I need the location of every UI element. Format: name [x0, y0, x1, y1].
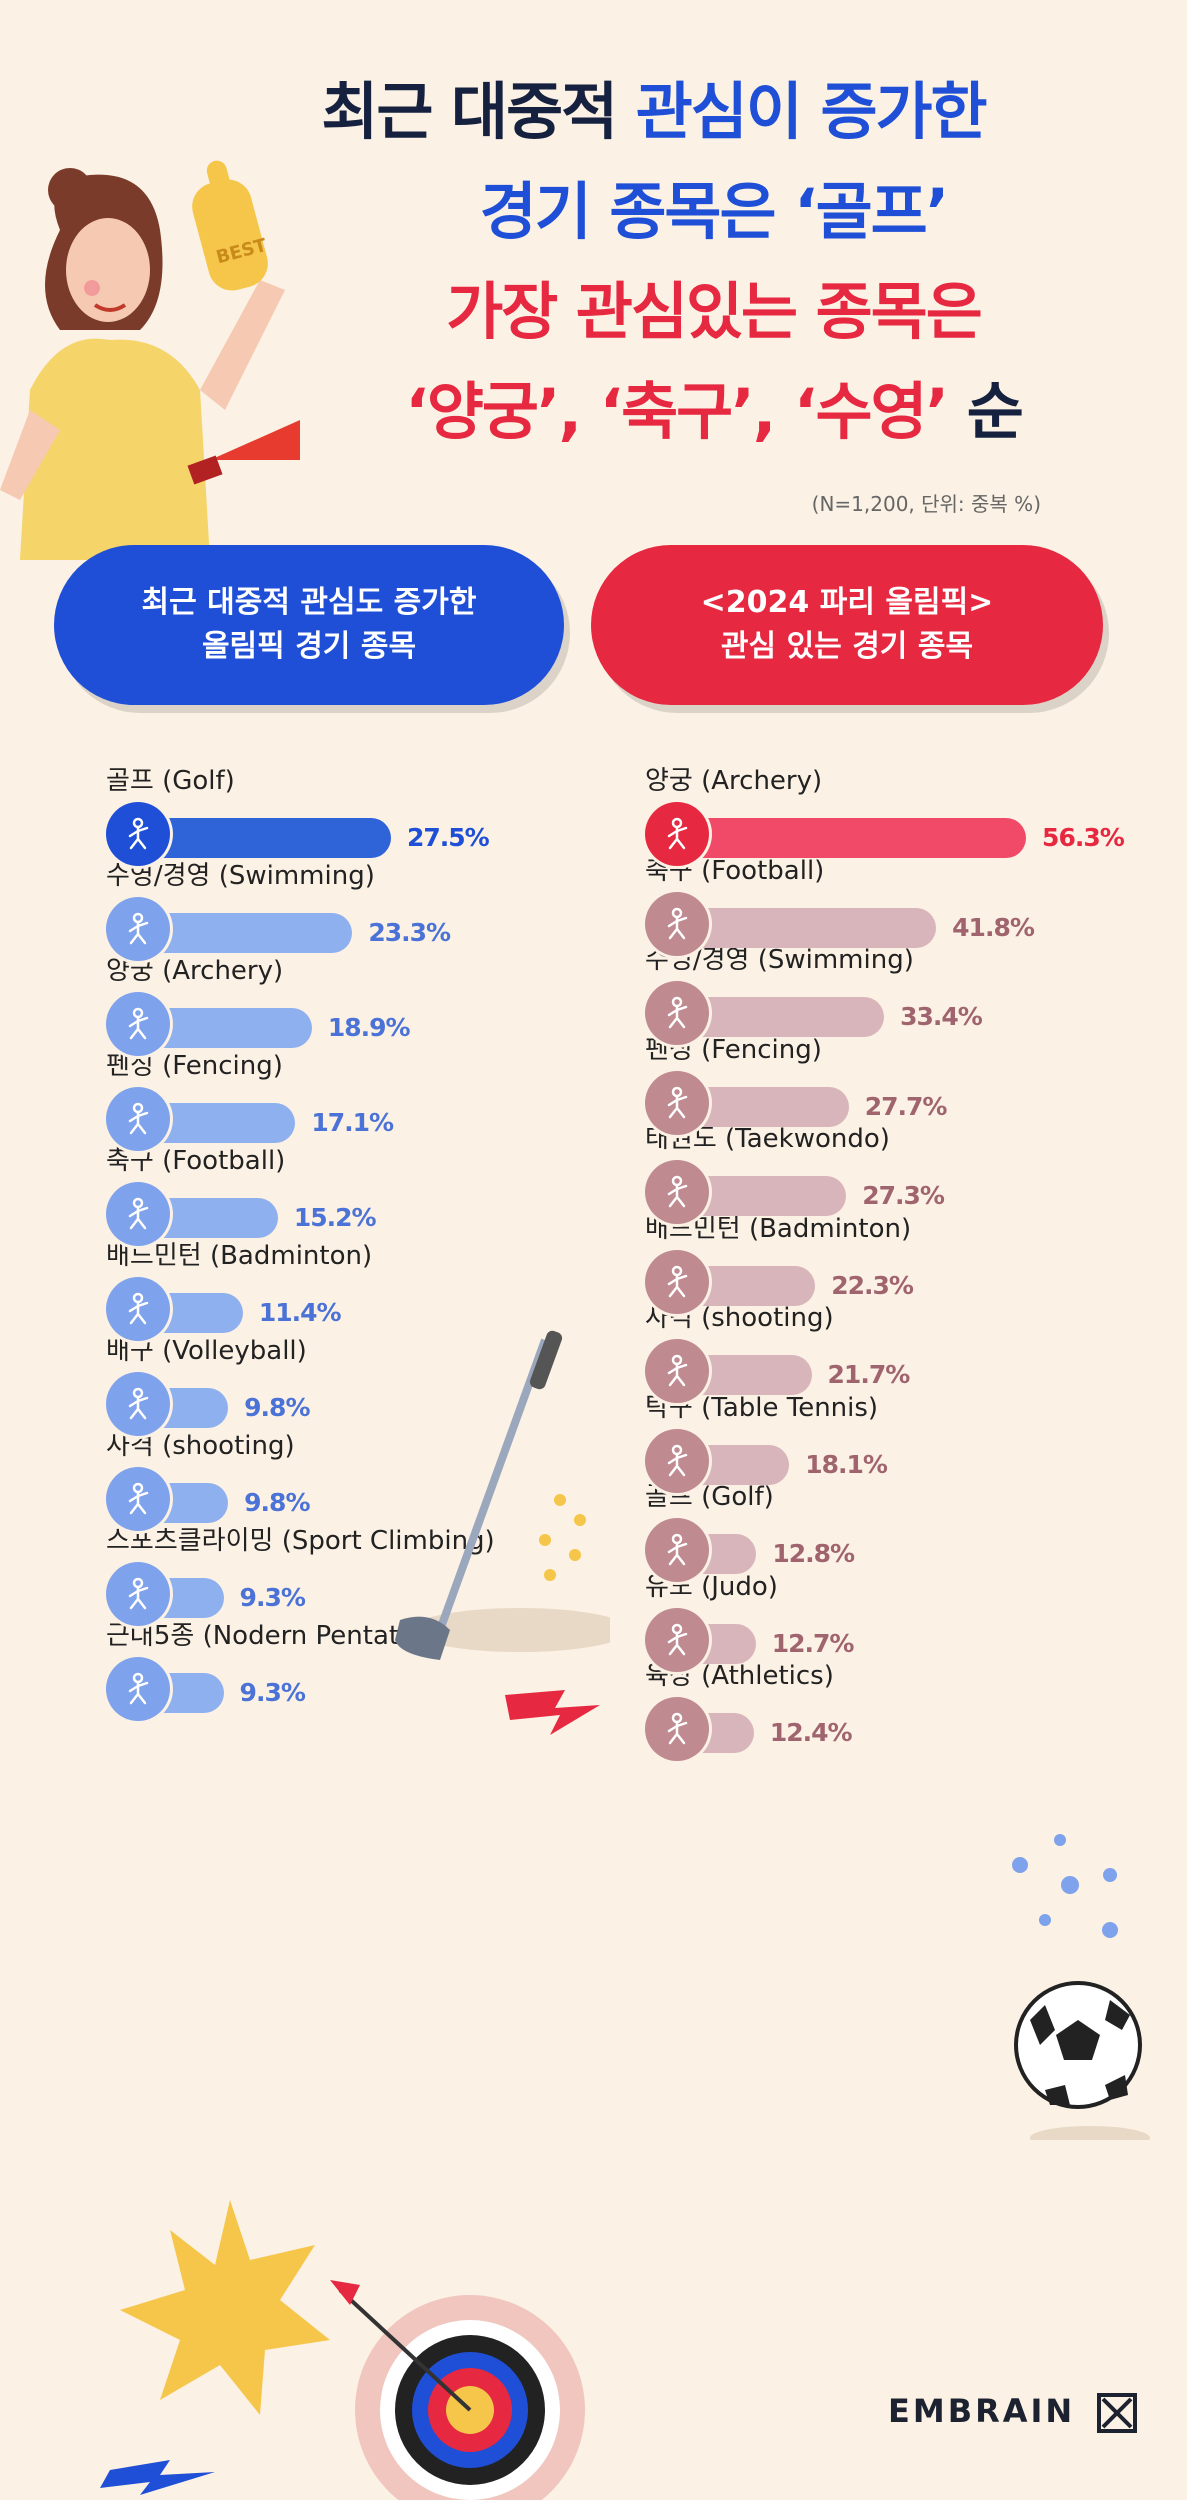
title-line3: 가장 관심있는 종목은: [446, 275, 983, 348]
right-bar: [677, 907, 937, 948]
left-category-label: 스포츠클라이밍 (Sport Climbing): [106, 1526, 495, 1556]
left-category-label: 배구 (Volleyball): [106, 1336, 307, 1366]
swimming-icon: [106, 897, 170, 961]
left-value-label: 9.8%: [244, 1393, 310, 1422]
right-value-label: 12.8%: [772, 1539, 855, 1568]
left-category-label: 골프 (Golf): [106, 766, 235, 796]
fencing-icon: [645, 1070, 709, 1135]
badminton-icon: [106, 1277, 170, 1341]
left-value-label: 18.9%: [327, 1013, 411, 1042]
right-value-label: 18.1%: [805, 1449, 888, 1479]
title-line2: 경기 종목은 ‘골프’: [479, 175, 950, 248]
right-bar: [677, 818, 1027, 858]
football-icon: [106, 1182, 170, 1246]
title-line4-a: ‘양궁’, ‘축구’, ‘수영’: [405, 375, 949, 448]
climbing-icon: [106, 1562, 170, 1626]
left-category-label: 축구 (Football): [106, 1146, 286, 1176]
left-value-label: 15.2%: [293, 1203, 377, 1232]
pentathlon-icon: [106, 1657, 170, 1721]
shooting-icon: [645, 1339, 709, 1403]
fencing-icon: [106, 1087, 170, 1151]
right-value-label: 22.3%: [831, 1270, 914, 1300]
left-value-label: 11.4%: [258, 1298, 342, 1327]
left-value-label: 9.3%: [239, 1583, 306, 1612]
archery-icon: [645, 802, 709, 866]
left-category-label: 사격 (shooting): [106, 1431, 295, 1461]
golf-club-illustration: [395, 1330, 610, 1660]
left-section-header: 최근 대중적 관심도 증가한 올림픽 경기 종목: [54, 545, 564, 705]
soccer-ball-illustration: [1012, 1834, 1150, 2140]
left-value-label: 23.3%: [368, 918, 451, 947]
right-category-label: 양궁 (Archery): [645, 766, 823, 796]
swimming-icon: [645, 981, 709, 1045]
right-value-label: 33.4%: [900, 1002, 983, 1031]
left-value-label: 17.1%: [311, 1108, 394, 1137]
left-category-label: 양궁 (Archery): [106, 956, 284, 986]
right-bar: [677, 997, 885, 1037]
sample-note: (N=1,200, 단위: 중복 %): [811, 492, 1041, 516]
football-icon: [645, 891, 709, 956]
right-value-label: 27.7%: [864, 1091, 948, 1121]
embrain-logo-icon: [1097, 2393, 1138, 2433]
title-line1-b: 관심이 증가한: [635, 75, 988, 148]
golf-icon: [106, 802, 170, 866]
cheering-woman-illustration: BEST: [0, 160, 300, 560]
left-category-label: 펜싱 (Fencing): [106, 1051, 283, 1081]
left-value-label: 9.8%: [244, 1488, 310, 1517]
right-section-header: <2024 파리 올림픽> 관심 있는 경기 종목: [591, 545, 1103, 705]
archery-target-illustration: [100, 2200, 585, 2500]
left-bar: [138, 818, 391, 858]
left-category-label: 배드민턴 (Badminton): [106, 1241, 373, 1271]
badminton-icon: [645, 1249, 709, 1314]
table-tennis-icon: [645, 1428, 709, 1493]
left-value-label: 9.3%: [239, 1678, 306, 1707]
shooting-icon: [106, 1467, 170, 1531]
judo-icon: [645, 1607, 709, 1672]
title-line1-a: 최근 대중적: [321, 75, 636, 148]
archery-icon: [106, 992, 170, 1056]
left-value-label: 27.5%: [407, 823, 490, 852]
left-category-label: 수영/경영 (Swimming): [106, 861, 375, 891]
right-value-label: 21.7%: [827, 1360, 911, 1389]
title-line4-b: 순: [947, 375, 1024, 448]
right-value-label: 12.7%: [771, 1628, 855, 1658]
volleyball-icon: [106, 1372, 170, 1436]
right-value-label: 41.8%: [952, 912, 1035, 942]
left-bar: [138, 913, 353, 953]
right-value-label: 56.3%: [1042, 823, 1125, 852]
lightning-icon-red: [505, 1690, 600, 1735]
taekwondo-icon: [645, 1160, 709, 1224]
right-value-label: 12.4%: [769, 1718, 853, 1747]
embrain-logo: EMBRAIN: [888, 2392, 1138, 2433]
athletics-icon: [645, 1697, 709, 1761]
golf-icon: [645, 1518, 709, 1582]
right-value-label: 27.3%: [862, 1181, 945, 1210]
